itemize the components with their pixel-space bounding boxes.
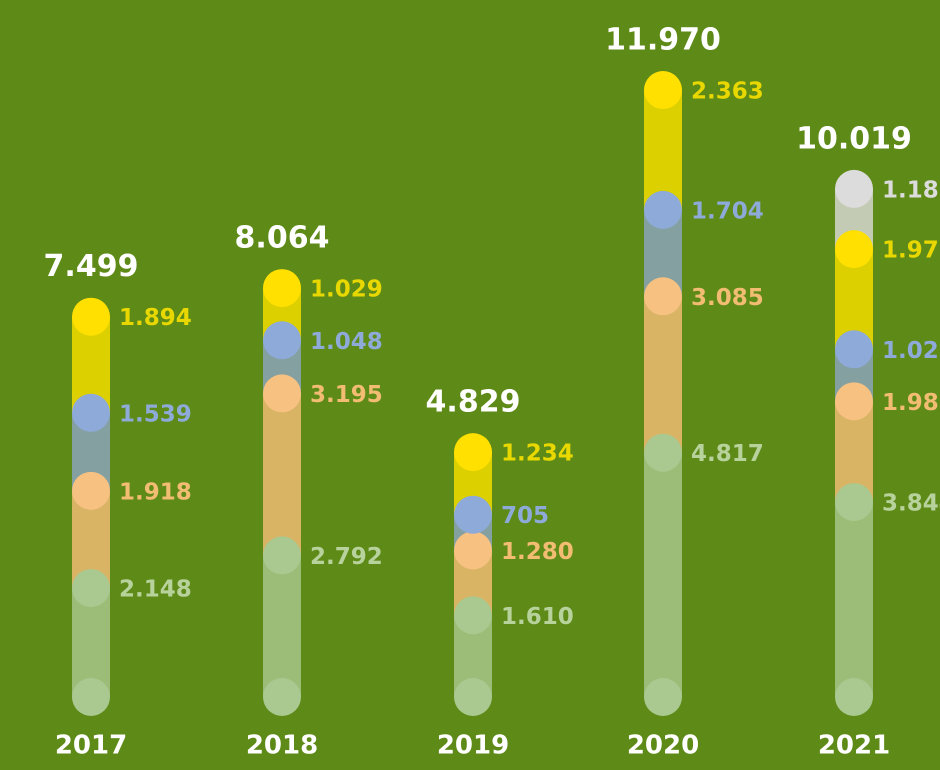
- value-label: 1.894: [119, 305, 192, 331]
- node: [454, 433, 492, 472]
- node: [454, 596, 492, 635]
- node: [454, 531, 492, 570]
- value-label: 1.918: [119, 479, 192, 505]
- node: [644, 433, 682, 472]
- total-label: 11.970: [605, 23, 721, 58]
- node: [263, 321, 301, 360]
- bar-segment: [644, 296, 682, 453]
- total-label: 10.019: [796, 121, 912, 156]
- node: [454, 495, 492, 534]
- total-label: 8.064: [235, 221, 330, 256]
- value-label: 1.048: [310, 329, 383, 355]
- x-tick-label: 2019: [437, 731, 509, 761]
- value-label: 3.195: [310, 382, 383, 408]
- node: [72, 297, 110, 336]
- value-label: 1.704: [691, 198, 764, 224]
- x-tick-label: 2018: [246, 731, 318, 761]
- value-label: 1.234: [501, 441, 574, 467]
- total-label: 7.499: [44, 249, 139, 284]
- node: [835, 483, 873, 522]
- node: [72, 569, 110, 608]
- total-label: 4.829: [426, 385, 521, 420]
- value-label: 1.539: [119, 401, 192, 427]
- bar-segment: [644, 452, 682, 697]
- node: [263, 269, 301, 308]
- base-node: [454, 678, 492, 716]
- value-label: 1.029: [310, 277, 383, 303]
- bar-segment: [263, 555, 301, 697]
- value-label: 1.027: [882, 338, 940, 364]
- node: [835, 169, 873, 208]
- value-label: 2.148: [119, 577, 192, 603]
- x-tick-label: 2017: [55, 731, 127, 761]
- value-label: 705: [501, 503, 549, 529]
- node: [835, 230, 873, 269]
- value-label: 2.363: [691, 79, 764, 105]
- value-label: 2.792: [310, 544, 383, 570]
- x-tick-label: 2020: [627, 731, 699, 761]
- node: [644, 277, 682, 316]
- base-node: [835, 678, 873, 716]
- node: [644, 71, 682, 110]
- bar-segment: [263, 393, 301, 556]
- base-node: [644, 678, 682, 716]
- value-label: 1.610: [501, 604, 574, 630]
- node: [72, 471, 110, 510]
- bar-segment: [835, 502, 873, 697]
- node: [263, 536, 301, 575]
- node: [72, 393, 110, 432]
- bar-segment: [644, 90, 682, 210]
- node: [644, 190, 682, 229]
- base-node: [263, 678, 301, 716]
- value-label: 1.986: [882, 390, 940, 416]
- base-node: [72, 678, 110, 716]
- value-label: 3.085: [691, 285, 764, 311]
- value-label: 1.975: [882, 238, 940, 264]
- node: [835, 382, 873, 421]
- value-label: 3.844: [882, 491, 940, 517]
- value-label: 1.280: [501, 539, 574, 565]
- node: [263, 374, 301, 413]
- value-label: 4.817: [691, 441, 764, 467]
- node: [835, 330, 873, 369]
- x-tick-label: 2021: [818, 731, 890, 761]
- value-label: 1.187: [882, 177, 940, 203]
